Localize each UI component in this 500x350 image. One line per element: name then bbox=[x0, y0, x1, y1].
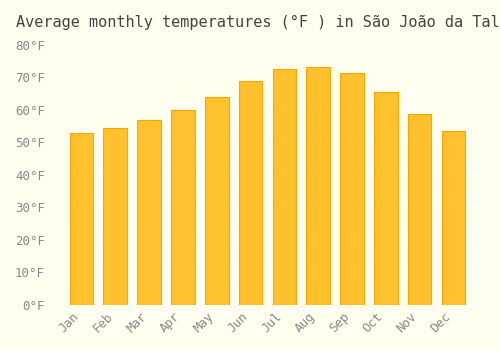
Bar bbox=[205, 97, 229, 305]
Bar bbox=[306, 67, 330, 305]
Bar bbox=[408, 114, 432, 305]
Bar bbox=[70, 133, 94, 305]
Bar bbox=[442, 131, 465, 305]
Bar bbox=[104, 128, 127, 305]
Bar bbox=[272, 69, 296, 305]
Bar bbox=[138, 119, 161, 305]
Bar bbox=[238, 81, 262, 305]
Bar bbox=[171, 110, 194, 305]
Bar bbox=[374, 92, 398, 305]
Bar bbox=[340, 73, 364, 305]
Title: Average monthly temperatures (°F ) in São João da Talha: Average monthly temperatures (°F ) in Sã… bbox=[16, 15, 500, 30]
